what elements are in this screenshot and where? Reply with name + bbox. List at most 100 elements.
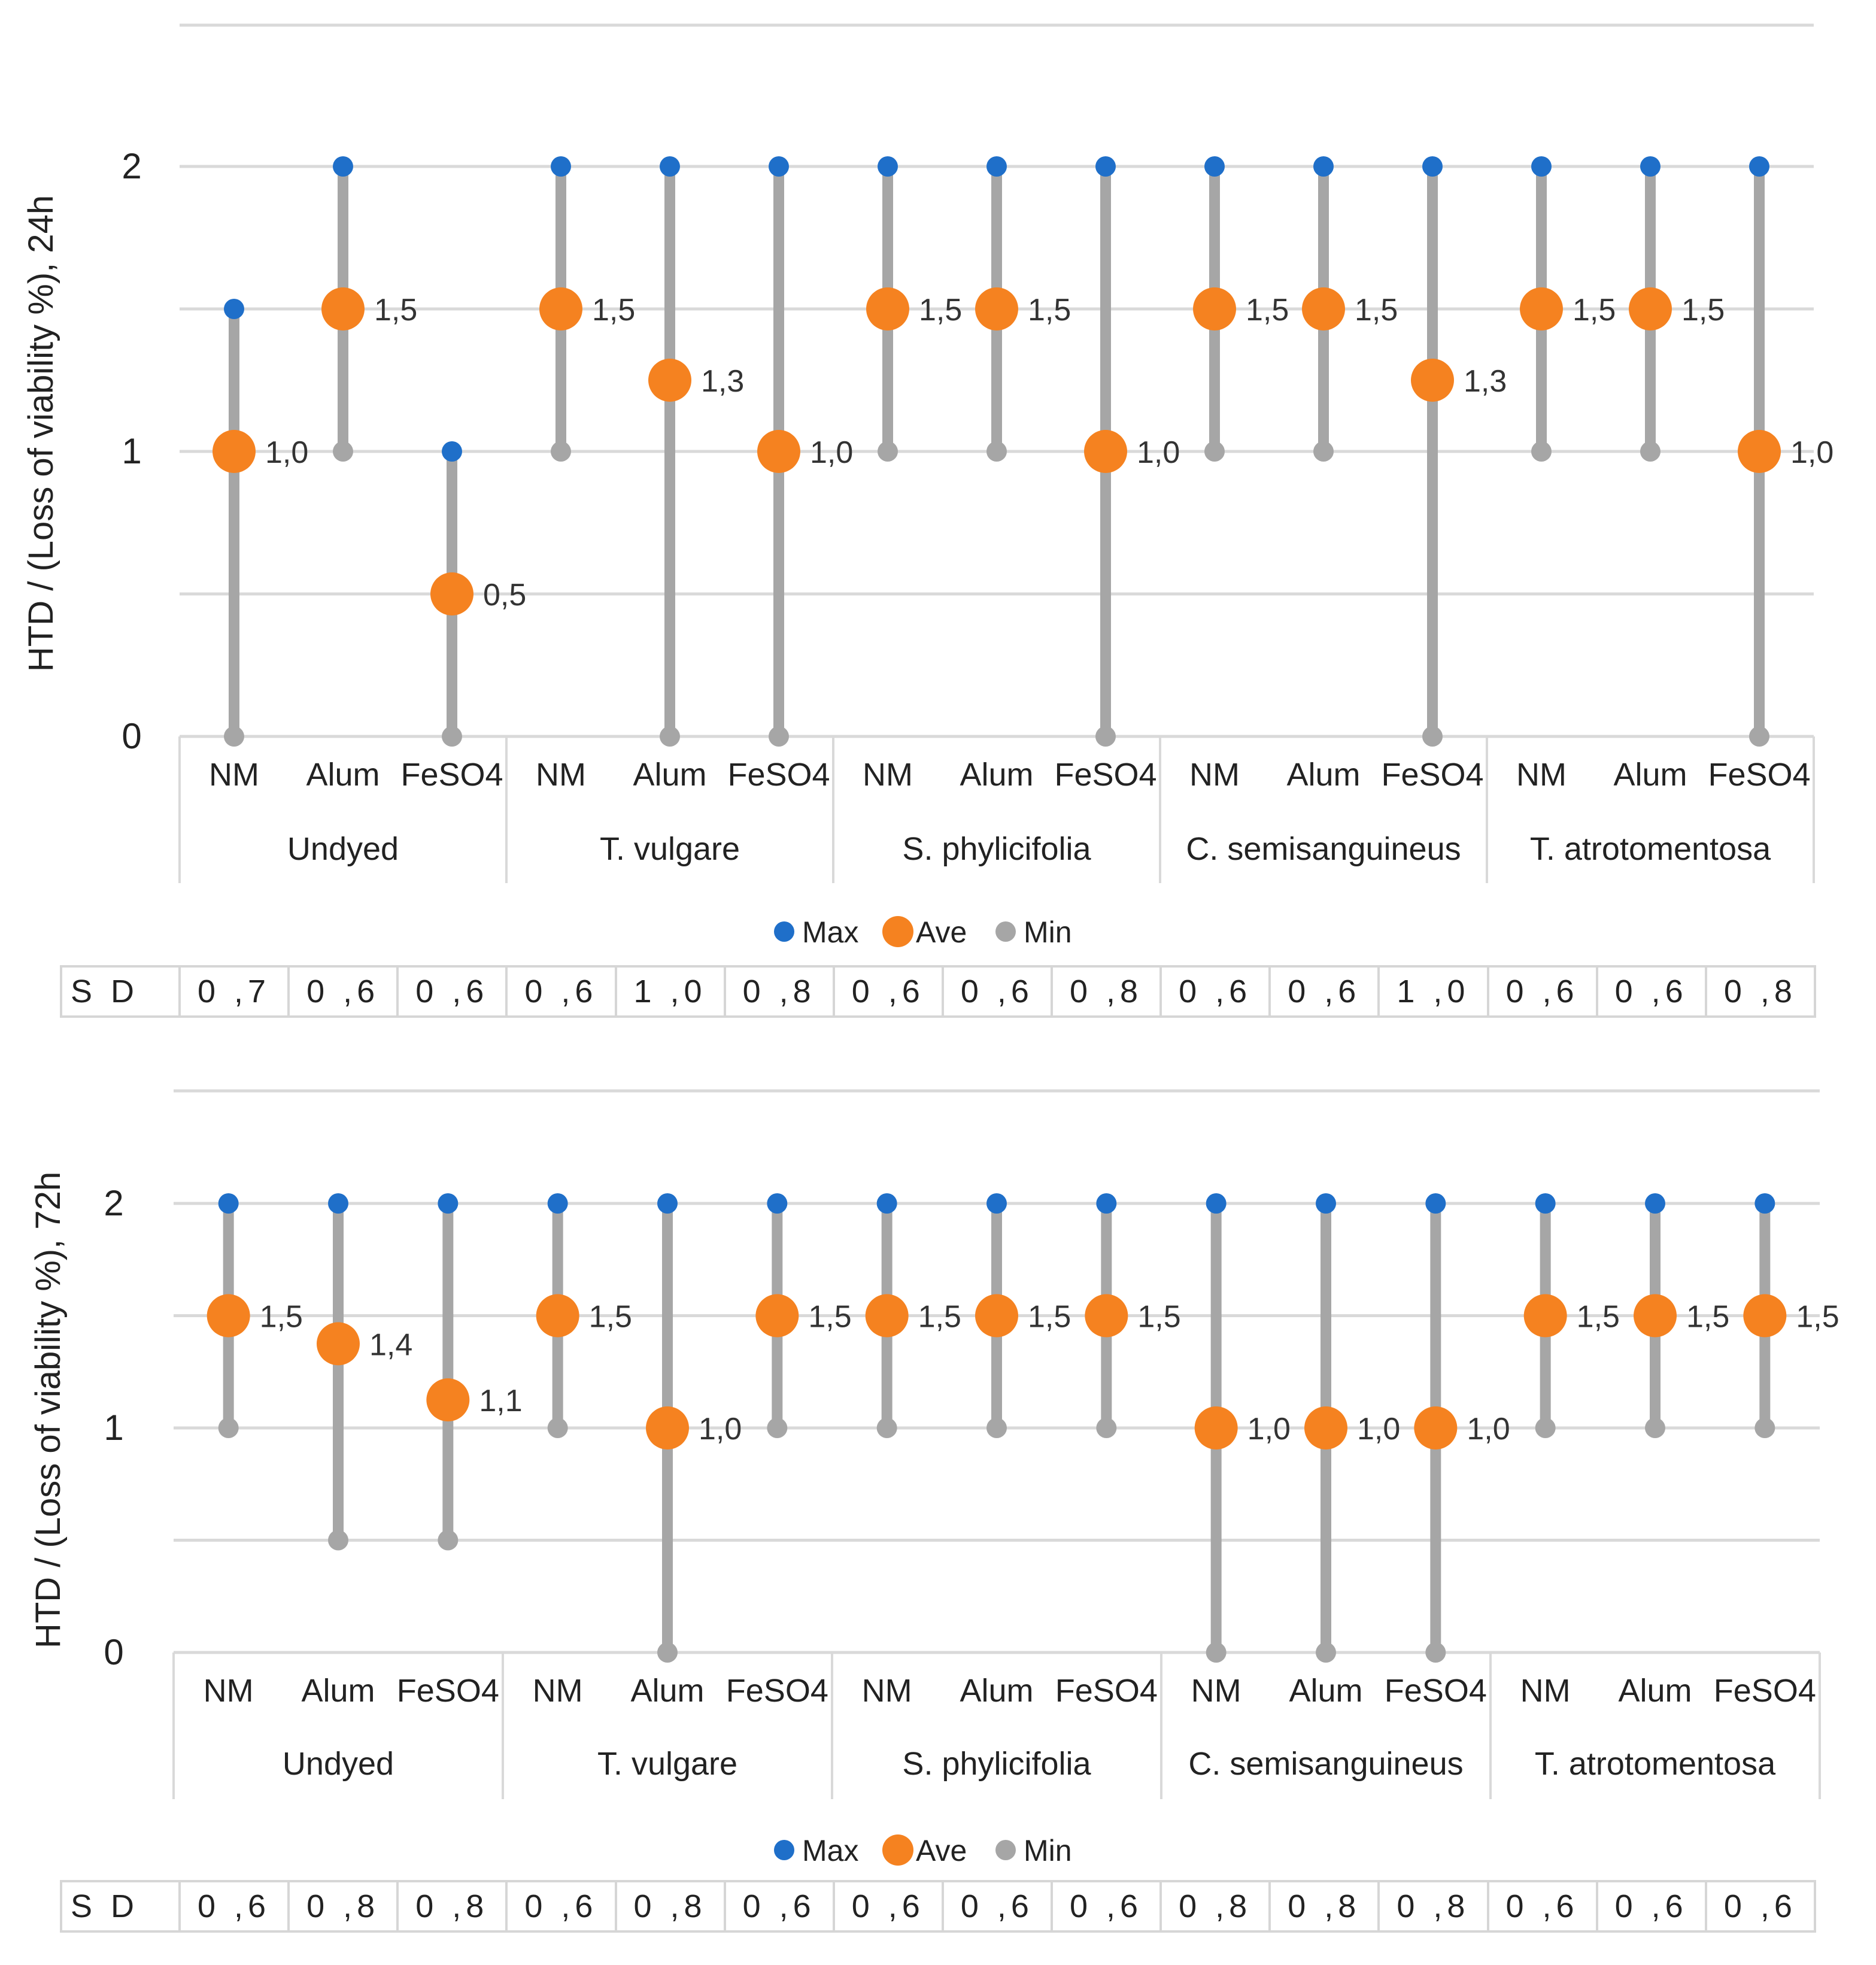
min-marker bbox=[767, 1418, 787, 1438]
max-marker bbox=[878, 156, 898, 177]
ave-data-label: 1,5 bbox=[1686, 1300, 1729, 1335]
max-marker bbox=[877, 1193, 897, 1214]
ave-marker bbox=[1085, 1294, 1128, 1338]
ave-data-label: 1,5 bbox=[1355, 293, 1398, 328]
ave-data-label: 1,4 bbox=[369, 1327, 412, 1362]
min-marker bbox=[1535, 1418, 1556, 1438]
y-tick-label: 0 bbox=[104, 1632, 123, 1672]
sd-value-cell: 0 ,8 bbox=[289, 1881, 397, 1931]
ave-data-label: 1,5 bbox=[1028, 293, 1071, 328]
ave-marker bbox=[1629, 287, 1672, 330]
ave-marker bbox=[1743, 1294, 1786, 1338]
category-tick-label: NM bbox=[863, 757, 913, 793]
sd-value-cell: 0 ,8 bbox=[616, 1881, 725, 1931]
sd-value-cell: 0 ,7 bbox=[180, 966, 289, 1017]
category-tick-label: FeSO4 bbox=[400, 757, 503, 793]
chart-0: 012HTD / (Loss of viability %), 24h1,0NM… bbox=[22, 25, 1833, 949]
min-marker bbox=[438, 1530, 458, 1551]
ave-marker bbox=[1414, 1406, 1457, 1450]
category-tick-label: Alum bbox=[1286, 757, 1360, 793]
sd-value-cell: 0 ,8 bbox=[1379, 1881, 1488, 1931]
sd-value-cell: 1 ,0 bbox=[1379, 966, 1488, 1017]
ave-data-label: 1,5 bbox=[1246, 293, 1289, 328]
category-tick-label: FeSO4 bbox=[1381, 757, 1483, 793]
ave-data-label: 1,5 bbox=[260, 1300, 303, 1335]
category-tick-label: NM bbox=[536, 757, 586, 793]
legend-label: Min bbox=[1024, 1834, 1072, 1867]
category-tick-label: NM bbox=[1520, 1673, 1571, 1709]
max-marker bbox=[1640, 156, 1661, 177]
max-marker bbox=[986, 1193, 1007, 1214]
group-label: Undyed bbox=[283, 1746, 394, 1782]
y-tick-label: 2 bbox=[104, 1183, 123, 1223]
ave-marker bbox=[430, 572, 473, 615]
y-axis-title: HTD / (Loss of viability %), 24h bbox=[22, 195, 60, 672]
max-marker bbox=[767, 1193, 787, 1214]
category-tick-label: NM bbox=[1189, 757, 1240, 793]
ave-marker bbox=[1738, 430, 1781, 473]
sd-value-cell: 0 ,6 bbox=[1270, 966, 1379, 1017]
max-marker bbox=[1316, 1193, 1336, 1214]
ave-data-label: 1,5 bbox=[1573, 293, 1616, 328]
min-marker bbox=[1313, 441, 1334, 462]
max-marker bbox=[1096, 1193, 1116, 1214]
min-marker bbox=[877, 1418, 897, 1438]
sd-value-cell: 0 ,6 bbox=[725, 1881, 834, 1931]
min-marker bbox=[1204, 441, 1225, 462]
sd-value-cell: 0 ,8 bbox=[397, 1881, 506, 1931]
chart-1: 012HTD / (Loss of viability %), 72h1,5NM… bbox=[29, 1091, 1839, 1867]
sd-value-cell: 0 ,8 bbox=[1270, 1881, 1379, 1931]
max-marker bbox=[1313, 156, 1334, 177]
category-tick-label: FeSO4 bbox=[727, 757, 830, 793]
category-tick-label: FeSO4 bbox=[1714, 1673, 1816, 1709]
category-tick-label: Alum bbox=[960, 1673, 1033, 1709]
min-marker bbox=[660, 726, 680, 747]
ave-marker bbox=[975, 1294, 1018, 1338]
sd-value-cell: 0 ,6 bbox=[506, 1881, 615, 1931]
ave-data-label: 1,3 bbox=[701, 364, 744, 399]
sd-row: S D0 ,60 ,80 ,80 ,60 ,80 ,60 ,60 ,60 ,60… bbox=[61, 1881, 1815, 1931]
sd-value-cell: 0 ,6 bbox=[180, 1881, 289, 1931]
ave-data-label: 1,0 bbox=[1467, 1412, 1510, 1447]
ave-data-label: 1,5 bbox=[592, 293, 635, 328]
ave-data-label: 1,0 bbox=[699, 1412, 742, 1447]
max-marker bbox=[657, 1193, 678, 1214]
sd-value-cell: 0 ,6 bbox=[834, 966, 943, 1017]
sd-value-cell: 0 ,6 bbox=[397, 966, 506, 1017]
ave-data-label: 1,0 bbox=[1357, 1412, 1400, 1447]
max-marker bbox=[1645, 1193, 1665, 1214]
ave-marker bbox=[321, 287, 365, 330]
ave-marker bbox=[1520, 287, 1563, 330]
category-tick-label: NM bbox=[204, 1673, 254, 1709]
legend-marker-min bbox=[995, 1840, 1016, 1860]
legend-label: Ave bbox=[916, 1834, 967, 1867]
sd-value-cell: 0 ,6 bbox=[834, 1881, 943, 1931]
category-tick-label: Alum bbox=[1613, 757, 1687, 793]
ave-marker bbox=[1084, 430, 1127, 473]
ave-data-label: 1,5 bbox=[1681, 293, 1725, 328]
ave-data-label: 1,5 bbox=[919, 293, 962, 328]
category-tick-label: NM bbox=[209, 757, 259, 793]
max-marker bbox=[660, 156, 680, 177]
category-tick-label: NM bbox=[1191, 1673, 1241, 1709]
min-marker bbox=[1095, 726, 1116, 747]
group-label: T. atrotomentosa bbox=[1530, 831, 1771, 867]
sd-value-cell: 0 ,6 bbox=[1597, 1881, 1706, 1931]
category-tick-label: Alum bbox=[630, 1673, 704, 1709]
max-marker bbox=[1531, 156, 1552, 177]
max-marker bbox=[1206, 1193, 1227, 1214]
ave-marker bbox=[1302, 287, 1345, 330]
ave-marker bbox=[755, 1294, 799, 1338]
max-marker bbox=[442, 441, 462, 462]
sd-value-cell: 0 ,6 bbox=[1161, 966, 1270, 1017]
ave-data-label: 1,1 bbox=[479, 1384, 522, 1418]
sd-row: S D0 ,70 ,60 ,60 ,61 ,00 ,80 ,60 ,60 ,80… bbox=[61, 966, 1815, 1017]
min-marker bbox=[551, 441, 571, 462]
y-tick-label: 0 bbox=[122, 716, 141, 756]
category-tick-label: FeSO4 bbox=[397, 1673, 499, 1709]
ave-data-label: 1,0 bbox=[1790, 435, 1833, 470]
legend-marker-max bbox=[774, 921, 794, 942]
min-marker bbox=[657, 1642, 678, 1663]
group-label: S. phylicifolia bbox=[902, 1746, 1091, 1782]
max-marker bbox=[1425, 1193, 1446, 1214]
